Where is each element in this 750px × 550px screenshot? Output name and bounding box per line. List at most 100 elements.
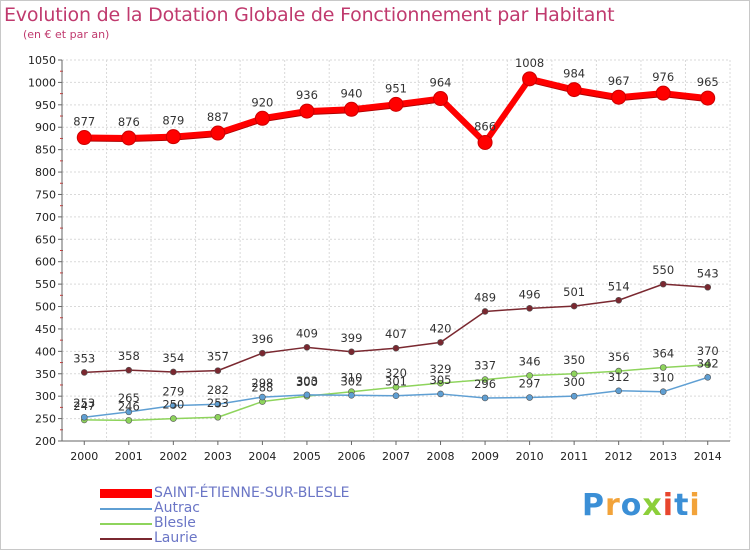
- data-label-saint-etienne-sur-blesle: 965: [697, 75, 719, 89]
- tick-label-y: 600: [35, 256, 56, 269]
- series-point-saint-etienne-sur-blesle: [299, 103, 315, 119]
- data-label-blesle: 329: [430, 362, 452, 376]
- tick-label-x: 2014: [694, 450, 722, 463]
- legend-item-saint-etienne: SAINT-ÉTIENNE-SUR-BLESLE: [100, 486, 350, 501]
- data-label-autrac: 301: [385, 375, 407, 389]
- tick-label-x: 2000: [70, 450, 98, 463]
- data-label-blesle: 320: [385, 366, 407, 380]
- chart-subtitle: (en € et par an): [23, 28, 110, 41]
- series-point-autrac: [481, 394, 489, 402]
- tick-label-x: 2009: [471, 450, 499, 463]
- series-point-blesle: [481, 376, 489, 383]
- data-label-laurie: 550: [652, 263, 674, 277]
- tick-label-y: 950: [35, 99, 56, 112]
- series-point-blesle: [659, 364, 667, 371]
- data-label-laurie: 489: [474, 290, 496, 304]
- data-label-blesle: 337: [474, 359, 496, 373]
- data-label-laurie: 396: [251, 332, 273, 346]
- series-point-blesle: [125, 417, 133, 424]
- series-point-laurie: [615, 296, 622, 304]
- chart-legend: SAINT-ÉTIENNE-SUR-BLESLE Autrac Blesle L…: [100, 486, 350, 546]
- series-point-blesle: [392, 383, 400, 391]
- series-point-saint-etienne-sur-blesle: [566, 82, 582, 98]
- tick-label-y: 200: [35, 435, 56, 448]
- series-point-blesle: [704, 361, 712, 369]
- data-label-saint-etienne-sur-blesle: 876: [118, 115, 140, 129]
- logo-letter: t: [674, 488, 690, 523]
- series-point-saint-etienne-sur-blesle: [477, 134, 493, 150]
- series-point-laurie: [659, 280, 667, 288]
- tick-label-y: 550: [35, 278, 56, 291]
- data-label-blesle: 350: [563, 353, 585, 367]
- data-label-autrac: 310: [652, 371, 674, 385]
- series-point-saint-etienne-sur-blesle: [343, 101, 359, 117]
- data-label-laurie: 353: [73, 351, 95, 365]
- logo-letter: P: [582, 488, 605, 523]
- data-label-autrac: 298: [251, 376, 273, 390]
- tick-label-y: 650: [35, 233, 56, 246]
- series-point-laurie: [348, 348, 355, 356]
- data-label-saint-etienne-sur-blesle: 984: [563, 67, 585, 81]
- chart-series: [76, 71, 716, 424]
- tick-label-y: 900: [35, 121, 56, 134]
- series-point-autrac: [526, 394, 533, 401]
- data-label-autrac: 302: [340, 374, 362, 388]
- tick-label-x: 2006: [337, 450, 365, 463]
- legend-swatch-saint-etienne: [100, 489, 152, 498]
- legend-swatch-laurie: [100, 537, 152, 540]
- tick-label-x: 2010: [516, 450, 544, 463]
- series-point-laurie: [526, 305, 533, 312]
- series-point-blesle: [170, 415, 177, 422]
- tick-label-x: 2011: [560, 450, 588, 463]
- logo-letter: i: [689, 488, 701, 523]
- data-labels: 247 246 250 253 288 300 310 320 329 337 346 350 356 3…: [73, 56, 718, 414]
- series-point-blesle: [526, 372, 533, 379]
- data-label-blesle: 370: [697, 344, 719, 358]
- data-label-blesle: 247: [73, 399, 95, 413]
- data-label-saint-etienne-sur-blesle: 1008: [515, 56, 544, 70]
- series-point-laurie: [214, 367, 222, 374]
- tick-label-x: 2003: [204, 450, 232, 463]
- data-label-laurie: 543: [697, 266, 719, 280]
- series-point-laurie: [481, 308, 489, 315]
- data-label-saint-etienne-sur-blesle: 964: [430, 76, 452, 90]
- data-label-blesle: 288: [251, 381, 273, 395]
- series-point-autrac: [437, 390, 444, 398]
- series-point-laurie: [170, 368, 177, 376]
- data-label-laurie: 354: [162, 351, 184, 365]
- series-point-autrac: [125, 408, 133, 416]
- series-point-saint-etienne-sur-blesle: [76, 130, 92, 146]
- series-point-laurie: [125, 366, 133, 374]
- data-label-blesle: 246: [118, 399, 140, 413]
- tick-label-x: 2007: [382, 450, 410, 463]
- logo-letter: x: [642, 488, 663, 523]
- series-point-autrac: [704, 374, 712, 381]
- series-point-blesle: [570, 370, 578, 378]
- tick-label-y: 750: [35, 188, 56, 201]
- legend-label-blesle: Blesle: [154, 515, 196, 531]
- data-label-saint-etienne-sur-blesle: 887: [207, 110, 229, 124]
- tick-label-y: 350: [35, 368, 56, 381]
- tick-label-y: 1000: [28, 76, 56, 89]
- legend-item-laurie: Laurie: [100, 531, 350, 546]
- x-axis: 2000 2001 2002 2003 2004 2005 2006 2007 2008 2009…: [62, 440, 730, 463]
- tick-label-y: 700: [35, 211, 56, 224]
- data-label-autrac: 279: [162, 385, 184, 399]
- data-label-saint-etienne-sur-blesle: 866: [474, 119, 496, 133]
- legend-swatch-autrac: [100, 507, 152, 510]
- series-point-saint-etienne-sur-blesle: [433, 91, 449, 107]
- tick-label-y: 1050: [28, 54, 56, 67]
- legend-label-autrac: Autrac: [154, 500, 200, 516]
- tick-label-x: 2002: [159, 450, 187, 463]
- logo-letter: r: [605, 488, 621, 523]
- data-label-laurie: 407: [385, 327, 407, 341]
- tick-label-y: 250: [35, 413, 56, 426]
- data-label-autrac: 253: [73, 396, 95, 410]
- tick-label-x: 2004: [248, 450, 276, 463]
- tick-label-y: 400: [35, 345, 56, 358]
- series-point-autrac: [303, 391, 311, 399]
- series-point-laurie: [259, 349, 266, 357]
- series-point-laurie: [437, 339, 444, 346]
- data-label-laurie: 409: [296, 326, 318, 340]
- tick-label-y: 450: [35, 323, 56, 336]
